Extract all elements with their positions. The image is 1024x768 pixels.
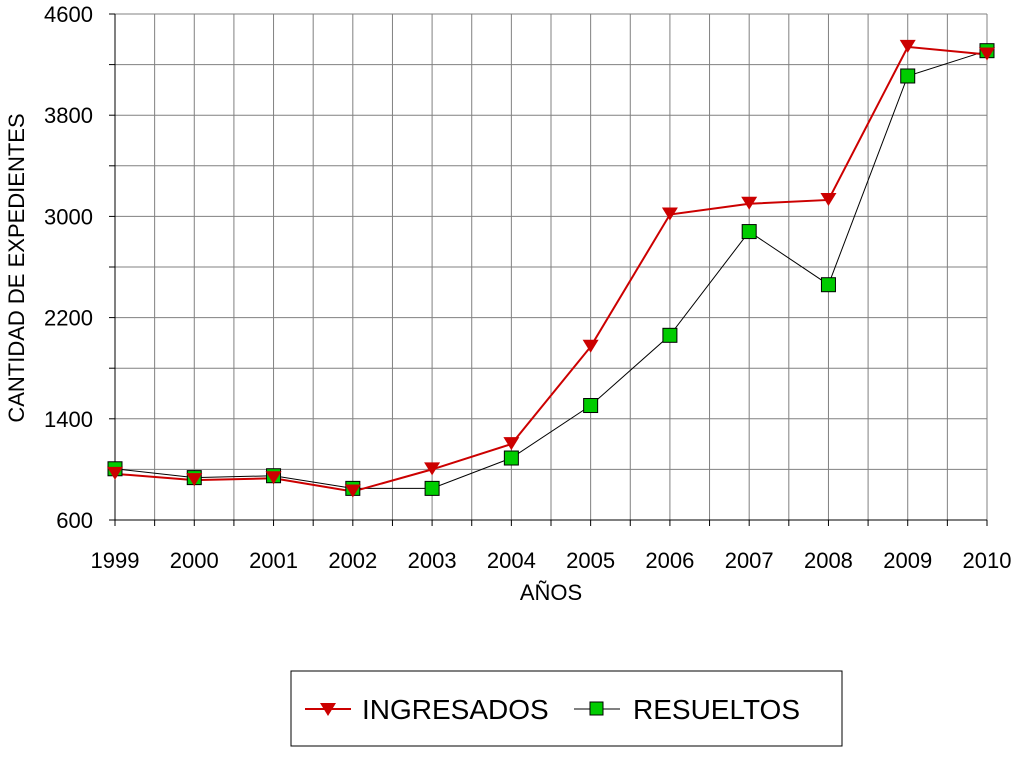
x-tick-label: 2010 [963,548,1012,573]
x-tick-label: 2007 [725,548,774,573]
x-tick-label: 2002 [328,548,377,573]
point-ingresados [424,462,441,476]
axes [109,13,988,526]
point-ingresados [344,484,361,498]
point-ingresados [899,39,916,53]
point-ingresados [820,192,837,206]
point-ingresados [582,339,599,353]
point-ingresados [265,471,282,485]
x-tick-label: 2006 [645,548,694,573]
y-tick-label: 4600 [44,2,93,27]
point-resueltos [424,480,440,496]
y-tick-label: 1400 [44,407,93,432]
legend: INGRESADOS RESUELTOS [290,670,843,747]
legend-ingresados-marker [320,703,336,716]
x-tick-label: 1999 [91,548,140,573]
point-resueltos [820,277,836,293]
y-tick-label: 3800 [44,103,93,128]
y-axis-title: CANTIDAD DE EXPEDIENTES [4,113,29,422]
point-resueltos [741,224,757,240]
x-tick-labels: 1999 2000 2001 2002 2003 2004 2005 2006 2007 2008… [91,548,1012,573]
point-ingresados [741,196,758,210]
point-resueltos [583,398,599,414]
legend-resueltos-marker [589,701,604,716]
y-tick-label: 2200 [44,306,93,331]
x-tick-label: 2003 [408,548,457,573]
grid [114,13,988,521]
series-line-ingresados [114,45,988,493]
point-ingresados [186,473,203,487]
y-tick-label: 3000 [44,204,93,229]
point-ingresados [503,437,520,451]
legend-resueltos-label: RESUELTOS [633,694,800,725]
x-tick-label: 2009 [883,548,932,573]
x-tick-label: 2008 [804,548,853,573]
point-resueltos [662,327,678,343]
series-line-resueltos [114,50,988,489]
point-ingresados [661,207,678,221]
x-axis-title: AÑOS [520,580,582,605]
x-tick-label: 2001 [249,548,298,573]
point-ingresados [979,47,995,61]
y-tick-label: 600 [56,508,93,533]
series [107,39,995,498]
y-tick-labels: 600 1400 2200 3000 3800 4600 [44,2,93,533]
point-ingresados [107,466,123,480]
legend-ingresados-label: INGRESADOS [362,694,549,725]
x-tick-label: 2004 [487,548,536,573]
legend-box [290,670,843,747]
point-resueltos [503,450,519,466]
x-tick-label: 2000 [170,548,219,573]
point-resueltos [900,68,916,84]
x-tick-label: 2005 [566,548,615,573]
